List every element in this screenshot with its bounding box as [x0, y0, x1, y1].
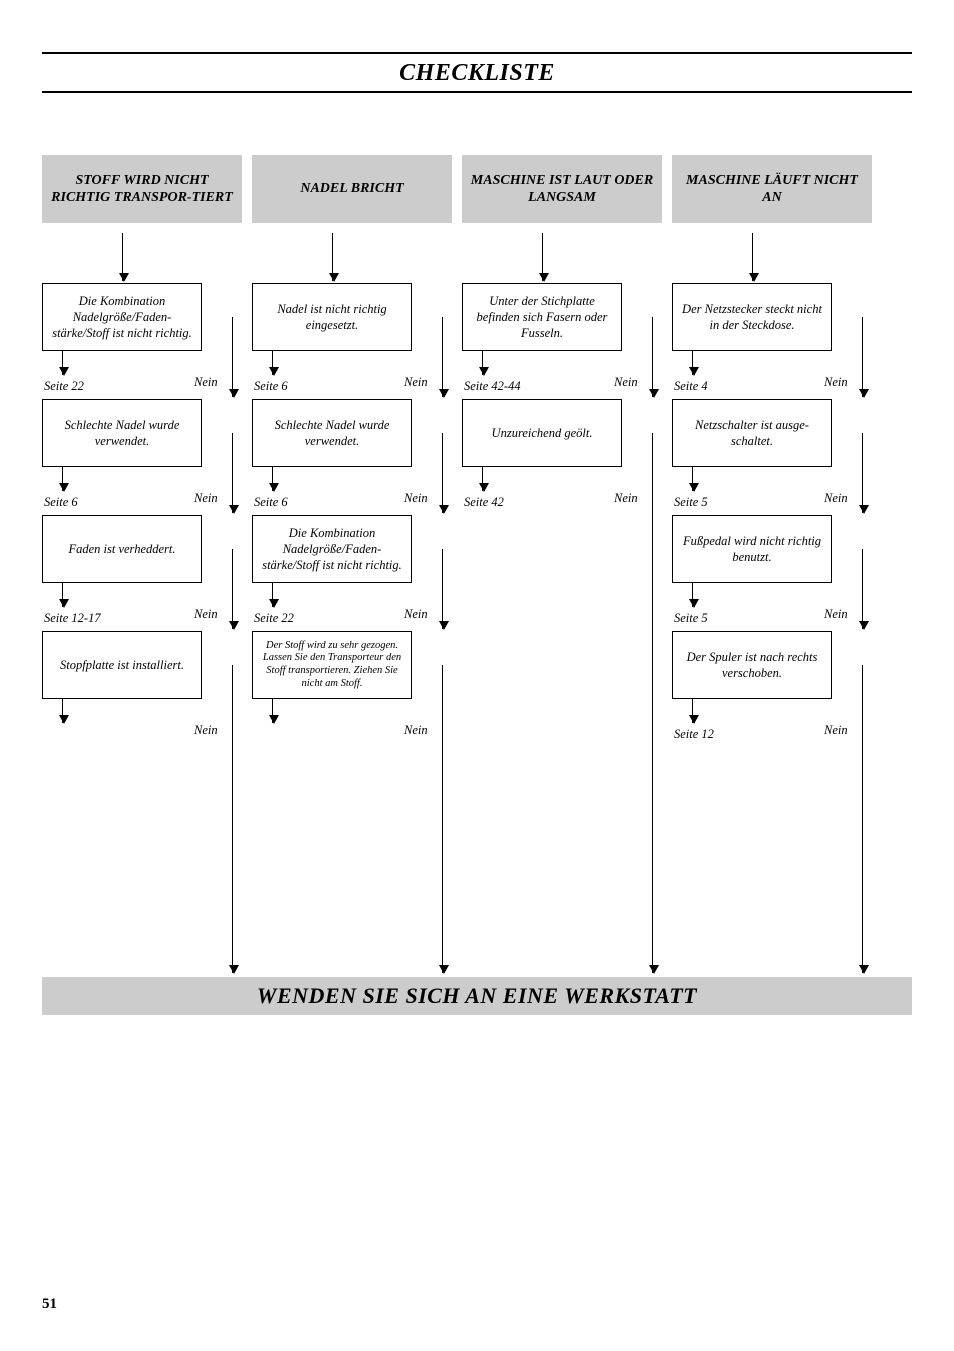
flow-node: Der Netzstecker steckt nicht in der Stec…: [672, 283, 832, 351]
flow-node: Schlechte Nadel wurde verwendet.: [42, 399, 202, 467]
flow-node: Der Stoff wird zu sehr gezogen. Lassen S…: [252, 631, 412, 699]
column: NADEL BRICHT: [252, 155, 452, 223]
flow-node: Fußpedal wird nicht richtig benutzt.: [672, 515, 832, 583]
flow-node: Nadel ist nicht richtig eingesetzt.: [252, 283, 412, 351]
column-header: NADEL BRICHT: [252, 155, 452, 223]
column: MASCHINE IST LAUT ODER LANGSAM: [462, 155, 662, 223]
page: CHECKLISTE WENDEN SIE SICH AN EINE WERKS…: [42, 52, 912, 1225]
branch-label-no: Nein: [614, 491, 638, 506]
branch-label-no: Nein: [824, 607, 848, 622]
flow-node: Netzschalter ist ausge-schaltet.: [672, 399, 832, 467]
flow-node: Die Kombination Nadelgröße/Faden-stärke/…: [252, 515, 412, 583]
page-reference: Seite 22: [44, 379, 84, 394]
footer-band: WENDEN SIE SICH AN EINE WERKSTATT: [42, 977, 912, 1015]
page-reference: Seite 6: [44, 495, 78, 510]
branch-label-no: Nein: [404, 723, 428, 738]
page-reference: Seite 42-44: [464, 379, 521, 394]
page-reference: Seite 6: [254, 495, 288, 510]
page-reference: Seite 5: [674, 611, 708, 626]
branch-label-no: Nein: [404, 607, 428, 622]
flow-node: Schlechte Nadel wurde verwendet.: [252, 399, 412, 467]
column-header: STOFF WIRD NICHT RICHTIG TRANSPOR-TIERT: [42, 155, 242, 223]
footer-text: WENDEN SIE SICH AN EINE WERKSTATT: [257, 983, 697, 1008]
branch-label-no: Nein: [194, 723, 218, 738]
flow-node: Unter der Stichplatte befinden sich Fase…: [462, 283, 622, 351]
title-underline: [42, 91, 912, 93]
branch-label-no: Nein: [824, 723, 848, 738]
branch-label-no: Nein: [194, 607, 218, 622]
flow-node: Stopfplatte ist installiert.: [42, 631, 202, 699]
page-reference: Seite 12-17: [44, 611, 101, 626]
page-reference: Seite 6: [254, 379, 288, 394]
branch-label-no: Nein: [194, 375, 218, 390]
page-reference: Seite 42: [464, 495, 504, 510]
branch-label-no: Nein: [614, 375, 638, 390]
page-title: CHECKLISTE: [42, 54, 912, 91]
branch-label-no: Nein: [404, 375, 428, 390]
branch-label-no: Nein: [824, 375, 848, 390]
page-reference: Seite 12: [674, 727, 714, 742]
page-number: 51: [42, 1296, 57, 1313]
flow-node: Der Spuler ist nach rechts verschoben.: [672, 631, 832, 699]
branch-label-no: Nein: [404, 491, 428, 506]
column-header: MASCHINE IST LAUT ODER LANGSAM: [462, 155, 662, 223]
branch-label-no: Nein: [194, 491, 218, 506]
page-reference: Seite 5: [674, 495, 708, 510]
flow-node: Unzureichend geölt.: [462, 399, 622, 467]
flowchart: WENDEN SIE SICH AN EINE WERKSTATT STOFF …: [42, 155, 912, 1225]
column: STOFF WIRD NICHT RICHTIG TRANSPOR-TIERT: [42, 155, 242, 223]
page-reference: Seite 22: [254, 611, 294, 626]
flow-node: Die Kombination Nadelgröße/Faden-stärke/…: [42, 283, 202, 351]
column-header: MASCHINE LÄUFT NICHT AN: [672, 155, 872, 223]
page-reference: Seite 4: [674, 379, 708, 394]
branch-label-no: Nein: [824, 491, 848, 506]
flow-node: Faden ist verheddert.: [42, 515, 202, 583]
column: MASCHINE LÄUFT NICHT AN: [672, 155, 872, 223]
